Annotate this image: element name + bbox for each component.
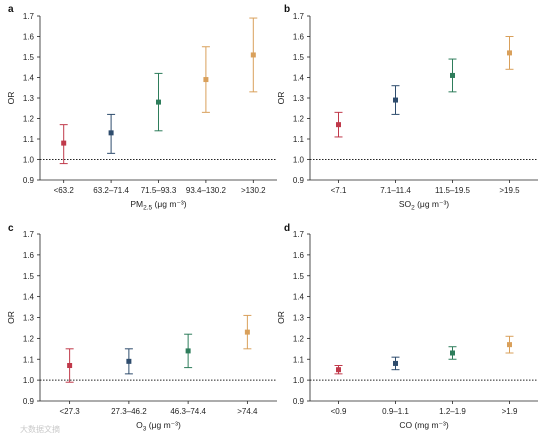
data-point	[336, 122, 341, 128]
x-axis-label: O3 (μg m⁻³)	[136, 420, 181, 433]
data-point	[336, 367, 341, 373]
x-tick-label: 7.1–11.4	[380, 186, 411, 195]
x-axis-label: SO2 (μg m⁻³)	[399, 199, 449, 212]
y-tick-label: 1.3	[293, 314, 305, 323]
x-tick-label: >1.9	[502, 407, 518, 416]
y-tick-label: 1.5	[293, 272, 305, 281]
panel-label: c	[8, 223, 14, 234]
x-tick-label: <27.3	[60, 407, 81, 416]
data-point	[126, 358, 132, 364]
y-tick-label: 1.4	[23, 293, 35, 302]
panel-b: b 0.9 1.0 1.1 1.2 1.3 1.4 1.5 1.6 1.7 OR <7.1 7.1–11…	[276, 4, 538, 212]
y-tick-label: 0.9	[293, 397, 305, 406]
y-tick-label: 1.4	[293, 74, 305, 83]
panel-d: d 0.9 1.0 1.1 1.2 1.3 1.4 1.5 1.6 1.7 OR <0.9 0.9–1.…	[276, 223, 538, 430]
panel-a: a 0.9 1.0 1.1 1.2 1.3 1.4 1.5 1.6 1.7 OR <63.2 63.2–…	[6, 4, 277, 212]
x-tick-label: <63.2	[54, 186, 75, 195]
y-tick-label: 1.7	[293, 230, 305, 239]
x-tick-label: 93.4–130.2	[186, 186, 227, 195]
x-tick-label: <7.1	[331, 186, 347, 195]
x-tick-label: 0.9–1.1	[382, 407, 409, 416]
y-tick-label: 1.1	[293, 135, 305, 144]
y-tick-label: 0.9	[293, 176, 305, 185]
data-point	[450, 72, 455, 78]
y-tick-label: 1.6	[23, 33, 35, 42]
x-tick-label: 11.5–19.5	[435, 186, 471, 195]
y-tick-label: 0.9	[23, 397, 35, 406]
y-axis-label: OR	[6, 311, 16, 324]
y-tick-label: 1.5	[293, 53, 305, 62]
x-tick-label: 63.2–71.4	[93, 186, 129, 195]
data-point	[244, 329, 250, 335]
data-point	[250, 52, 256, 58]
y-tick-label: 1.3	[23, 314, 35, 323]
y-tick-label: 1.7	[23, 12, 35, 21]
y-tick-label: 1.1	[23, 135, 35, 144]
y-tick-label: 1.7	[293, 12, 305, 21]
watermark: 大数据文摘	[20, 425, 60, 434]
y-tick-label: 1.2	[293, 115, 305, 124]
y-tick-label: 1.0	[23, 376, 35, 385]
x-axis-label: CO (mg m⁻³)	[399, 420, 449, 430]
x-tick-label: 27.3–46.2	[111, 407, 147, 416]
y-axis-label: OR	[276, 92, 286, 105]
data-point	[108, 130, 114, 136]
panel-label: d	[284, 223, 290, 234]
data-point	[507, 342, 512, 348]
y-tick-label: 1.0	[293, 376, 305, 385]
data-point	[507, 50, 512, 56]
data-point	[393, 97, 398, 103]
data-point	[203, 77, 209, 83]
x-tick-label: >19.5	[499, 186, 520, 195]
data-point	[156, 99, 161, 105]
data-point	[67, 363, 73, 369]
y-tick-label: 1.6	[23, 251, 35, 260]
y-axis-label: OR	[276, 311, 286, 324]
y-tick-label: 1.5	[23, 53, 35, 62]
y-tick-label: 1.1	[293, 355, 305, 364]
x-axis-label: PM2.5 (μg m⁻³)	[130, 199, 186, 212]
panel-label: b	[284, 4, 290, 15]
y-tick-label: 1.2	[23, 115, 35, 124]
panel-label: a	[8, 4, 14, 15]
y-tick-label: 1.6	[293, 33, 305, 42]
y-tick-label: 0.9	[23, 176, 35, 185]
y-tick-label: 1.6	[293, 251, 305, 260]
x-tick-label: >130.2	[241, 186, 266, 195]
y-tick-label: 1.4	[23, 74, 35, 83]
x-tick-label: >74.4	[237, 407, 258, 416]
y-tick-label: 1.2	[23, 334, 35, 343]
y-tick-label: 1.3	[23, 94, 35, 103]
x-tick-label: 71.5–93.3	[141, 186, 177, 195]
x-tick-label: <0.9	[331, 407, 347, 416]
x-tick-label: 46.3–74.4	[170, 407, 206, 416]
data-point	[61, 140, 67, 146]
y-tick-label: 1.5	[23, 272, 35, 281]
y-tick-label: 1.0	[293, 156, 305, 165]
panel-c: c 0.9 1.0 1.1 1.2 1.3 1.4 1.5 1.6 1.7 OR <27.3 27.3–…	[6, 223, 277, 433]
x-tick-label: 1.2–1.9	[439, 407, 466, 416]
data-point	[450, 350, 455, 356]
y-tick-label: 1.3	[293, 94, 305, 103]
data-point	[185, 348, 191, 354]
data-point	[393, 360, 398, 366]
y-tick-label: 1.4	[293, 293, 305, 302]
y-tick-label: 1.1	[23, 355, 35, 364]
y-axis-label: OR	[6, 92, 16, 105]
y-tick-label: 1.7	[23, 230, 35, 239]
y-tick-label: 1.2	[293, 334, 305, 343]
y-tick-label: 1.0	[23, 156, 35, 165]
